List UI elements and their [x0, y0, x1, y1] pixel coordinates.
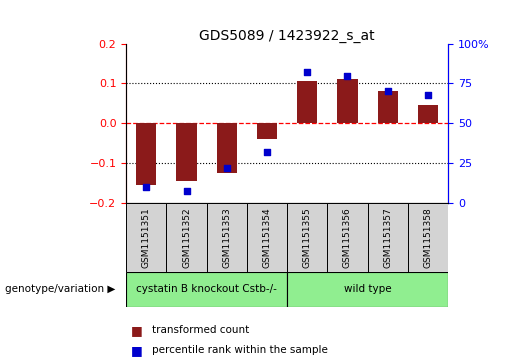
Text: GSM1151355: GSM1151355 [303, 207, 312, 268]
Text: ■: ■ [131, 344, 143, 357]
Text: GSM1151351: GSM1151351 [142, 207, 151, 268]
Point [344, 73, 352, 78]
Text: GSM1151357: GSM1151357 [383, 207, 392, 268]
Text: cystatin B knockout Cstb-/-: cystatin B knockout Cstb-/- [136, 285, 277, 294]
Text: GSM1151353: GSM1151353 [222, 207, 231, 268]
Point [424, 92, 432, 98]
Bar [337, 79, 357, 123]
Point [142, 184, 150, 190]
Bar [377, 91, 398, 123]
Text: GSM1151354: GSM1151354 [263, 207, 271, 268]
Point [263, 149, 271, 155]
Bar [418, 105, 438, 123]
Bar [257, 123, 277, 139]
Text: GSM1151356: GSM1151356 [343, 207, 352, 268]
Text: percentile rank within the sample: percentile rank within the sample [152, 345, 328, 355]
Bar [166, 203, 207, 272]
Bar [217, 123, 237, 174]
Bar [368, 203, 408, 272]
Bar [247, 203, 287, 272]
Bar [177, 123, 197, 182]
Bar [328, 203, 368, 272]
Bar [408, 203, 448, 272]
Bar [287, 272, 448, 307]
Bar [136, 123, 157, 185]
Text: ■: ■ [131, 324, 143, 337]
Title: GDS5089 / 1423922_s_at: GDS5089 / 1423922_s_at [199, 29, 375, 42]
Text: transformed count: transformed count [152, 325, 249, 335]
Bar [287, 203, 328, 272]
Bar [126, 203, 166, 272]
Text: GSM1151352: GSM1151352 [182, 207, 191, 268]
Point [384, 89, 392, 94]
Bar [126, 272, 287, 307]
Text: wild type: wild type [344, 285, 391, 294]
Text: GSM1151358: GSM1151358 [423, 207, 433, 268]
Point [303, 69, 312, 75]
Bar [207, 203, 247, 272]
Point [222, 165, 231, 171]
Bar [297, 82, 317, 123]
Text: genotype/variation ▶: genotype/variation ▶ [5, 285, 115, 294]
Point [182, 188, 191, 193]
